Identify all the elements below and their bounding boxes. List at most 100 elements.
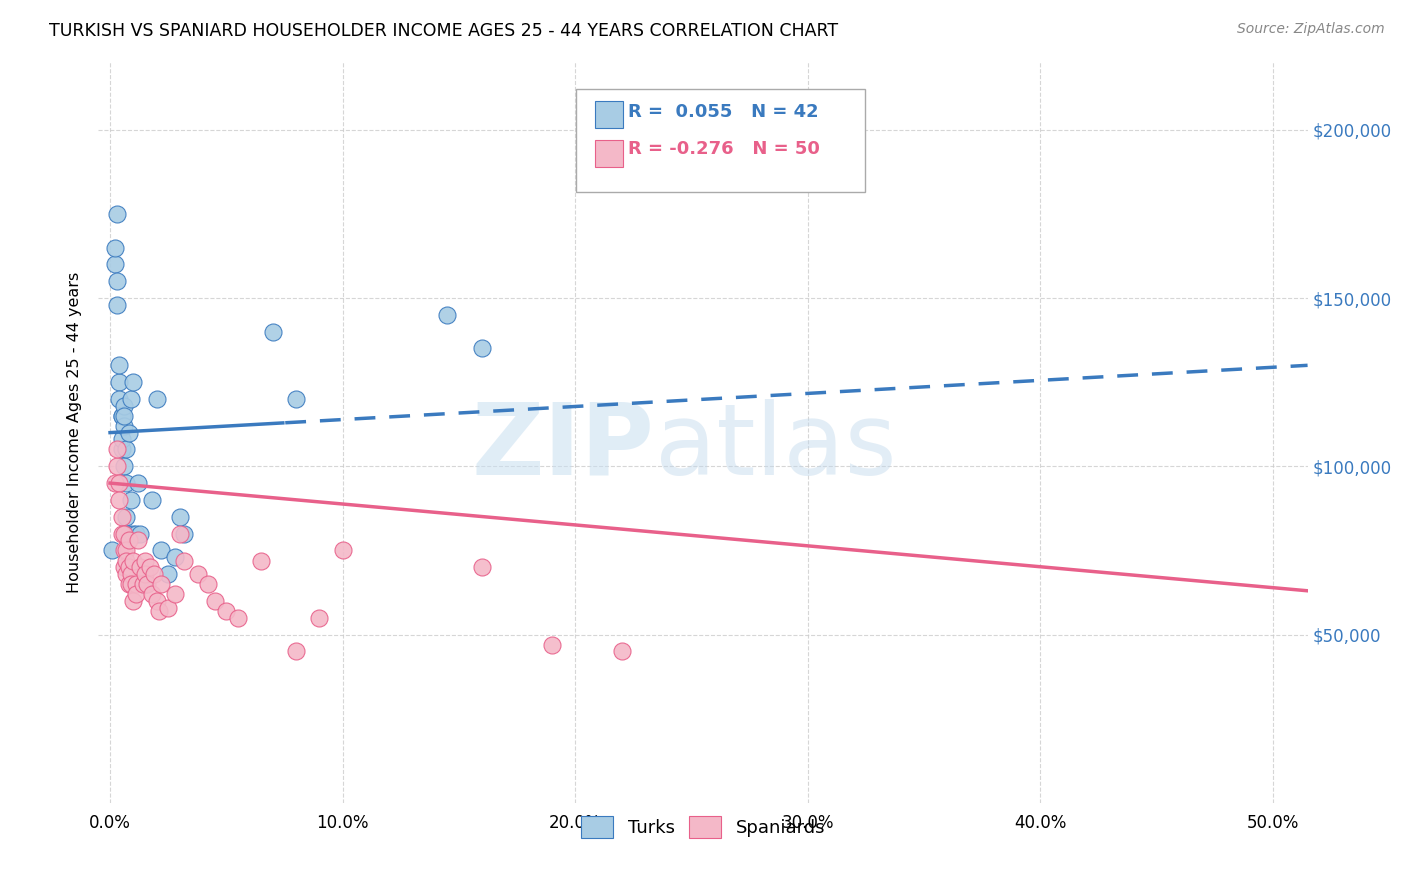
Point (115, 553, 138, 567)
Point (127, 476, 149, 491)
Point (118, 533, 141, 548)
Point (124, 526, 146, 541)
Point (120, 392, 142, 406)
Point (131, 577, 153, 591)
Point (145, 594, 167, 608)
Point (169, 509, 191, 524)
Point (124, 577, 146, 591)
Point (124, 587, 146, 601)
Point (112, 459, 135, 474)
Point (332, 543, 354, 558)
Point (145, 392, 167, 406)
Point (122, 594, 145, 608)
Point (204, 594, 226, 608)
Point (610, 644, 633, 658)
Point (150, 577, 173, 591)
Point (108, 375, 131, 389)
Point (141, 492, 163, 507)
Point (471, 560, 494, 574)
Point (118, 560, 141, 574)
Point (197, 577, 219, 591)
Point (105, 442, 128, 457)
Point (120, 492, 142, 507)
Point (101, 543, 124, 558)
Point (115, 566, 138, 581)
Text: atlas: atlas (655, 399, 896, 496)
Point (112, 418, 135, 433)
Point (157, 566, 180, 581)
Point (115, 442, 138, 457)
Point (134, 566, 156, 581)
Point (285, 392, 308, 406)
Point (165, 587, 187, 601)
Point (118, 577, 141, 591)
Point (115, 509, 138, 524)
Point (143, 566, 166, 581)
Text: Source: ZipAtlas.com: Source: ZipAtlas.com (1237, 22, 1385, 37)
Point (115, 476, 138, 491)
Point (173, 553, 195, 567)
Point (122, 553, 145, 567)
Point (134, 577, 156, 591)
Text: R = -0.276   N = 50: R = -0.276 N = 50 (628, 140, 820, 158)
Point (105, 207, 128, 221)
Point (157, 600, 180, 615)
Point (111, 409, 134, 423)
Point (127, 533, 149, 548)
Point (112, 560, 135, 574)
Point (108, 359, 131, 373)
Point (108, 392, 131, 406)
Point (111, 433, 134, 447)
Point (165, 550, 187, 565)
Point (111, 526, 134, 541)
Y-axis label: Householder Income Ages 25 - 44 years: Householder Income Ages 25 - 44 years (67, 272, 83, 593)
Point (105, 298, 128, 312)
Point (104, 476, 127, 491)
Point (308, 610, 330, 624)
Point (141, 587, 163, 601)
Point (105, 274, 128, 288)
Point (148, 604, 170, 618)
Point (169, 526, 191, 541)
Point (111, 442, 134, 457)
Text: TURKISH VS SPANIARD HOUSEHOLDER INCOME AGES 25 - 44 YEARS CORRELATION CHART: TURKISH VS SPANIARD HOUSEHOLDER INCOME A… (49, 22, 838, 40)
Point (105, 459, 128, 474)
Point (112, 543, 135, 558)
Point (108, 476, 131, 491)
Point (118, 425, 141, 440)
Point (136, 577, 159, 591)
Point (226, 610, 249, 624)
Point (112, 526, 135, 541)
Text: ZIP: ZIP (472, 399, 655, 496)
Point (122, 375, 145, 389)
Point (187, 566, 209, 581)
Point (112, 409, 135, 423)
Point (104, 257, 127, 271)
Point (150, 543, 173, 558)
Point (111, 509, 134, 524)
Point (112, 399, 135, 413)
Point (436, 308, 458, 322)
Point (118, 526, 141, 541)
Point (129, 526, 152, 541)
Point (285, 644, 308, 658)
Point (262, 325, 284, 339)
Point (122, 526, 145, 541)
Point (115, 543, 138, 558)
Point (138, 560, 160, 574)
Point (120, 577, 142, 591)
Point (173, 526, 195, 541)
Point (104, 240, 127, 255)
Point (540, 638, 562, 652)
Point (134, 553, 156, 567)
Text: R =  0.055   N = 42: R = 0.055 N = 42 (628, 103, 820, 120)
Point (471, 342, 494, 356)
Point (111, 409, 134, 423)
Point (131, 577, 153, 591)
Legend: Turks, Spaniards: Turks, Spaniards (574, 809, 832, 846)
Point (108, 492, 131, 507)
Point (250, 553, 273, 567)
Point (129, 560, 152, 574)
Point (215, 604, 238, 618)
Point (120, 566, 142, 581)
